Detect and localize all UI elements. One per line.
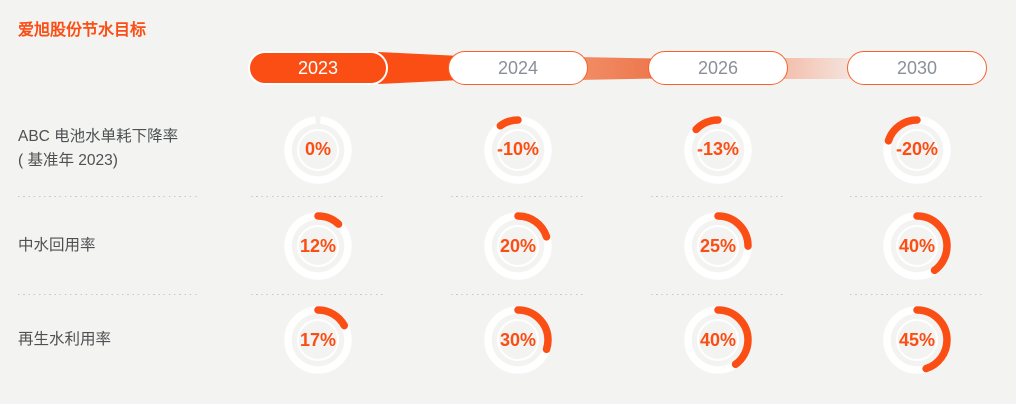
donut-gauge: -20% (879, 112, 955, 188)
gauge-value: 30% (499, 329, 537, 350)
timeline-pill-2023: 2023 (248, 51, 388, 85)
gauge-cell: 12% (218, 197, 418, 295)
row-label-line1: 再生水利用率 (18, 331, 112, 349)
gauge-cell: -13% (618, 100, 818, 197)
timeline-pill-label: 2024 (497, 57, 539, 78)
gauge-value: 25% (699, 235, 737, 256)
gauge-value: 40% (898, 235, 936, 256)
row-label-recycled-water: 再生水利用率 (0, 295, 218, 404)
gauge-cell: 30% (418, 295, 618, 404)
donut-gauge: 17% (280, 302, 356, 378)
donut-ring (484, 212, 552, 280)
gauge-value: -20% (895, 139, 939, 159)
gauge-cell: 45% (818, 295, 1016, 404)
timeline-pill-2030: 2030 (847, 51, 987, 85)
donut-ring (883, 306, 951, 374)
timeline-connector-2023-2024 (378, 52, 458, 84)
gauge-cell: 40% (818, 197, 1016, 295)
donut-gauge: 40% (879, 208, 955, 284)
donut-ring (883, 115, 951, 184)
row-label-line1: ABC 电池水单耗下降率 (18, 128, 179, 146)
donut-ring (284, 306, 352, 374)
timeline-pill-label: 2023 (297, 57, 339, 78)
gauge-cell: 20% (418, 197, 618, 295)
donut-gauge: 20% (480, 208, 556, 284)
donut-ring (684, 306, 752, 374)
gauge-value: 20% (499, 235, 537, 256)
gauge-value: 17% (299, 329, 337, 350)
gauge-value: -10% (496, 139, 540, 159)
gauge-cell: 17% (218, 295, 418, 404)
gauge-cell: 40% (618, 295, 818, 404)
donut-ring (484, 306, 552, 374)
timeline-pill-2024: 2024 (448, 51, 588, 85)
row-label-abc-battery: ABC 电池水单耗下降率 ( 基准年 2023) (0, 100, 218, 197)
row-label-line2: ( 基准年 2023) (18, 151, 118, 169)
gauge-value: -13% (696, 139, 740, 159)
gauge-value: 0% (304, 139, 331, 159)
gauge-value: 12% (299, 235, 337, 256)
gauge-value: 45% (898, 329, 936, 350)
donut-ring (684, 115, 752, 184)
gauge-cell: -20% (818, 100, 1016, 197)
donut-gauge: 25% (680, 208, 756, 284)
donut-ring (684, 212, 752, 280)
timeline-pill-label: 2026 (697, 57, 739, 78)
timeline-pill-label: 2030 (896, 57, 938, 78)
donut-gauge: 12% (280, 208, 356, 284)
page-title: 爱旭股份节水目标 (18, 22, 147, 39)
donut-ring (284, 212, 352, 280)
gauge-cell: 0% (218, 100, 418, 197)
donut-gauge: 0% (280, 112, 356, 188)
donut-ring (883, 212, 951, 280)
row-label-reclaimed-water: 中水回用率 (0, 197, 218, 295)
donut-gauge: 40% (680, 302, 756, 378)
timeline-pill-2026: 2026 (648, 51, 788, 85)
donut-gauge: -10% (480, 112, 556, 188)
metrics-grid: ABC 电池水单耗下降率 ( 基准年 2023) 0% -10% -13% -2… (0, 100, 1016, 404)
gauge-value: 40% (699, 329, 737, 350)
donut-gauge: -13% (680, 112, 756, 188)
donut-ring (283, 114, 353, 185)
timeline-connector-2024-2026 (578, 57, 658, 80)
donut-ring (484, 115, 552, 184)
timeline-connector-2026-2030 (778, 58, 857, 79)
donut-gauge: 45% (879, 302, 955, 378)
donut-gauge: 30% (480, 302, 556, 378)
row-label-line1: 中水回用率 (18, 237, 96, 255)
gauge-cell: 25% (618, 197, 818, 295)
gauge-cell: -10% (418, 100, 618, 197)
